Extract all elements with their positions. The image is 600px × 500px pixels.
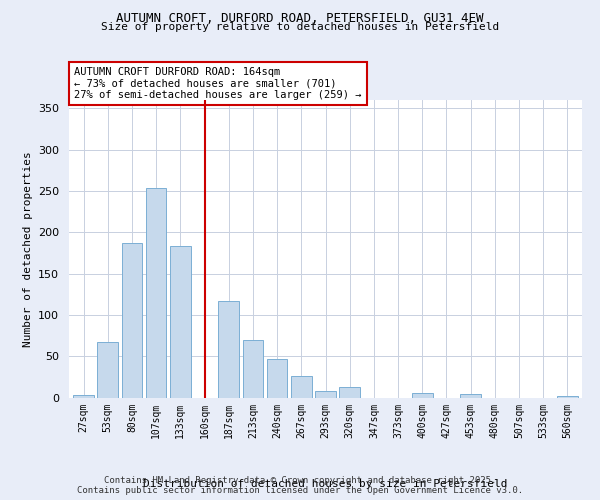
- Bar: [97, 342, 118, 398]
- Bar: [412, 392, 433, 398]
- Y-axis label: Number of detached properties: Number of detached properties: [23, 151, 32, 346]
- Bar: [557, 396, 578, 398]
- Bar: [218, 301, 239, 398]
- Bar: [242, 340, 263, 398]
- X-axis label: Distribution of detached houses by size in Petersfield: Distribution of detached houses by size …: [143, 480, 508, 490]
- Text: Size of property relative to detached houses in Petersfield: Size of property relative to detached ho…: [101, 22, 499, 32]
- Bar: [291, 376, 311, 398]
- Text: AUTUMN CROFT, DURFORD ROAD, PETERSFIELD, GU31 4EW: AUTUMN CROFT, DURFORD ROAD, PETERSFIELD,…: [116, 12, 484, 26]
- Bar: [267, 360, 287, 398]
- Text: AUTUMN CROFT DURFORD ROAD: 164sqm
← 73% of detached houses are smaller (701)
27%: AUTUMN CROFT DURFORD ROAD: 164sqm ← 73% …: [74, 67, 362, 100]
- Bar: [122, 243, 142, 398]
- Bar: [73, 395, 94, 398]
- Bar: [460, 394, 481, 398]
- Bar: [340, 387, 360, 398]
- Bar: [170, 246, 191, 398]
- Text: Contains HM Land Registry data © Crown copyright and database right 2025.
Contai: Contains HM Land Registry data © Crown c…: [77, 476, 523, 495]
- Bar: [146, 188, 166, 398]
- Bar: [315, 391, 336, 398]
